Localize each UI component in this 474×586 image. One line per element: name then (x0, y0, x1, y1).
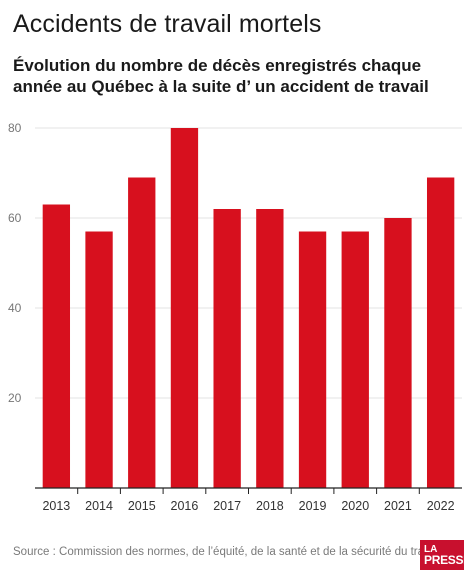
bar-2022 (426, 177, 455, 488)
bar-2021 (384, 218, 412, 488)
bar-2013 (42, 204, 71, 488)
bar-2019 (298, 231, 327, 488)
x-tick-label: 2016 (171, 499, 199, 513)
bar-chart: 20 40 60 80 2013 2014 2015 2016 2017 2018 2019 2020… (8, 121, 462, 513)
logo-line-1: LA (424, 544, 438, 555)
x-tick-label: 2015 (128, 499, 156, 513)
chart-title: Accidents de travail mortels (13, 10, 322, 38)
bar-2020 (341, 231, 369, 488)
x-tick-label: 2021 (384, 499, 412, 513)
y-tick-label: 80 (8, 121, 22, 135)
bar-2016 (170, 128, 199, 488)
x-tick-label: 2022 (427, 499, 455, 513)
x-tick-label: 2020 (341, 499, 369, 513)
bar-2015 (128, 177, 156, 488)
x-tick-label: 2019 (299, 499, 327, 513)
x-tick-label: 2014 (85, 499, 113, 513)
x-tick-label: 2013 (42, 499, 70, 513)
chart-subtitle: Évolution du nombre de décès enregistrés… (13, 56, 429, 96)
bar-2018 (256, 209, 284, 488)
source-note: Source : Commission des normes, de l’équ… (13, 546, 442, 558)
y-tick-label: 20 (8, 391, 22, 405)
bar-2017 (213, 209, 241, 488)
x-tick-label: 2018 (256, 499, 284, 513)
x-tick-label: 2017 (213, 499, 241, 513)
la-presse-logo: LA PRESSE (420, 540, 471, 570)
logo-line-2: PRESSE (424, 553, 471, 567)
y-tick-label: 60 (8, 211, 22, 225)
y-tick-label: 40 (8, 301, 22, 315)
bar-2014 (85, 231, 113, 488)
